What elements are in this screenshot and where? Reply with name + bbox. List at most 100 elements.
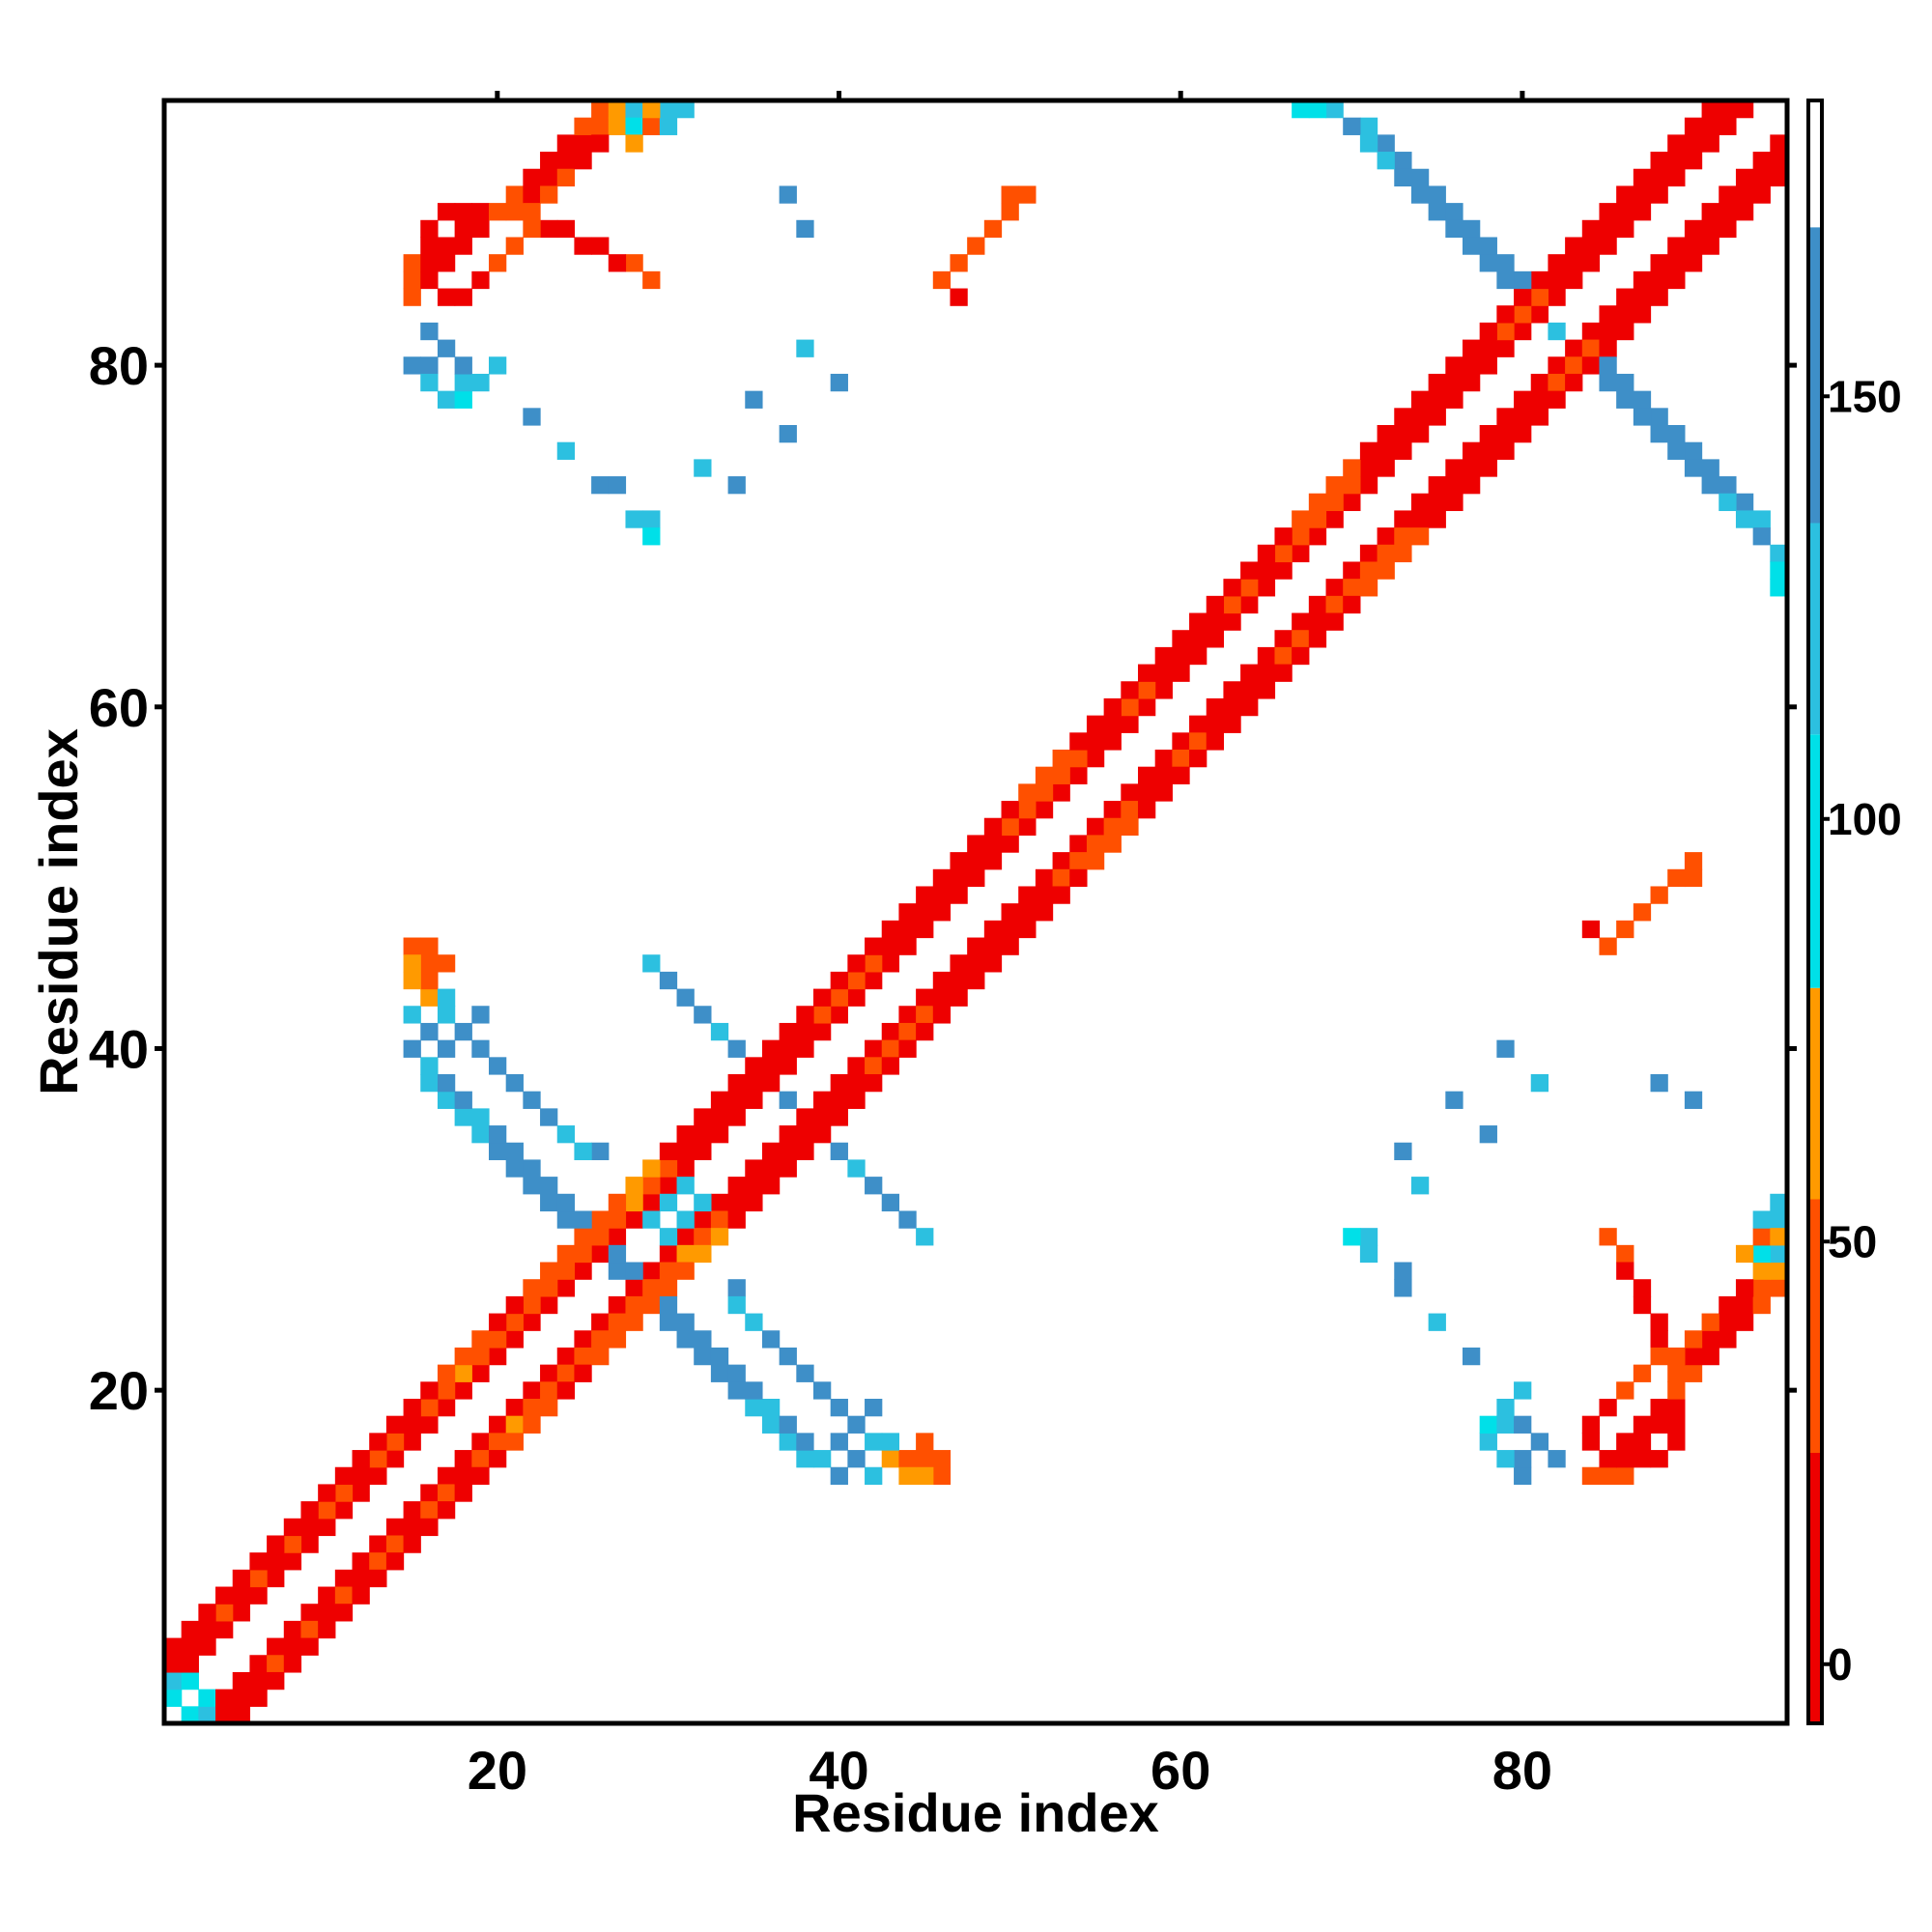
heatmap-cell <box>847 1415 866 1434</box>
x-axis-label: Residue index <box>792 1782 1159 1843</box>
heatmap-cell <box>1410 1177 1430 1195</box>
heatmap-cell <box>830 1142 848 1161</box>
heatmap-cell <box>625 1279 643 1297</box>
heatmap-cell <box>967 937 985 955</box>
heatmap-cell <box>1667 1364 1686 1382</box>
heatmap-cell <box>556 1125 576 1144</box>
heatmap-cell <box>1121 681 1139 699</box>
heatmap-cell <box>1103 801 1122 819</box>
heatmap-cell <box>1410 408 1430 426</box>
heatmap-cell <box>523 203 541 221</box>
heatmap-cell <box>1530 270 1549 290</box>
heatmap-cell <box>1496 408 1515 426</box>
heatmap-cell <box>676 1210 695 1229</box>
heatmap-cell <box>676 1159 695 1178</box>
heatmap-cell <box>1394 1142 1412 1161</box>
heatmap-cell <box>1359 459 1378 477</box>
heatmap-cell <box>1684 219 1703 239</box>
heatmap-cell <box>796 339 814 357</box>
heatmap-cell <box>1701 1330 1719 1349</box>
heatmap-cell <box>489 1125 507 1144</box>
heatmap-cell <box>916 1466 934 1486</box>
heatmap-cell <box>1684 1347 1703 1366</box>
heatmap-cell <box>761 1415 781 1434</box>
heatmap-cell <box>369 1552 387 1571</box>
heatmap-cell <box>847 971 866 990</box>
x-tick-label: 20 <box>468 1740 527 1801</box>
heatmap-cell <box>403 1433 421 1451</box>
heatmap-cell <box>1479 459 1497 477</box>
heatmap-cell <box>523 1091 541 1109</box>
heatmap-cell <box>1496 322 1515 341</box>
heatmap-cell <box>1479 1433 1497 1451</box>
heatmap-cell <box>642 117 661 135</box>
heatmap-cell <box>1650 1347 1668 1366</box>
heatmap-cell <box>1581 356 1601 375</box>
heatmap-cell <box>540 1177 558 1195</box>
heatmap-cell <box>1035 801 1054 819</box>
heatmap-cell <box>1172 630 1190 648</box>
heatmap-cell <box>745 1177 763 1195</box>
heatmap-cell <box>267 1655 285 1673</box>
heatmap-cell <box>1463 339 1481 357</box>
heatmap-cell <box>1701 117 1719 135</box>
heatmap-cell <box>1018 920 1037 939</box>
heatmap-cell <box>1581 920 1601 939</box>
heatmap-cell <box>403 270 421 290</box>
heatmap-cell <box>676 1244 695 1264</box>
heatmap-cell <box>1001 903 1019 922</box>
heatmap-cell <box>813 1022 832 1041</box>
heatmap-cell <box>676 1142 695 1161</box>
heatmap-cell <box>556 1381 576 1400</box>
heatmap-cell <box>1445 390 1463 409</box>
heatmap-cell <box>523 168 541 187</box>
heatmap-cell <box>1257 561 1276 580</box>
heatmap-cell <box>454 390 472 409</box>
heatmap-cell <box>1172 732 1190 751</box>
heatmap-cell <box>1701 100 1719 119</box>
heatmap-cell <box>932 886 952 904</box>
heatmap-cell <box>267 1569 285 1588</box>
heatmap-cell <box>1530 288 1549 306</box>
heatmap-cell <box>1463 237 1481 255</box>
heatmap-cell <box>1650 270 1668 290</box>
heatmap-cell <box>420 1022 439 1041</box>
heatmap-cell <box>540 185 558 204</box>
heatmap-cell <box>898 1450 917 1468</box>
heatmap-cell <box>1616 1262 1634 1280</box>
heatmap-cell <box>950 254 968 272</box>
heatmap-cell <box>1274 664 1293 682</box>
heatmap-cell <box>1770 152 1788 170</box>
heatmap-cell <box>1530 305 1549 324</box>
heatmap-cell <box>1514 1381 1532 1400</box>
heatmap-cell <box>898 920 917 939</box>
heatmap-cell <box>454 1466 472 1486</box>
heatmap-cell <box>334 1604 354 1622</box>
heatmap-cell <box>881 1039 900 1058</box>
heatmap-cell <box>916 1433 934 1451</box>
heatmap-cell <box>1069 750 1088 768</box>
heatmap-cell <box>1599 237 1617 255</box>
heatmap-cell <box>710 1228 729 1246</box>
heatmap-cell <box>813 1091 832 1109</box>
heatmap-cell <box>1274 561 1293 580</box>
heatmap-cell <box>1189 630 1208 648</box>
heatmap-cell <box>1138 783 1156 802</box>
heatmap-cell <box>591 100 610 119</box>
heatmap-cell <box>847 1159 866 1178</box>
heatmap-cell <box>1565 270 1583 290</box>
heatmap-cell <box>1035 886 1054 904</box>
heatmap-cell <box>334 1484 354 1502</box>
heatmap-cell <box>1172 646 1190 666</box>
heatmap-cell <box>727 1074 746 1093</box>
heatmap-cell <box>1206 630 1225 648</box>
heatmap-cell <box>574 134 592 153</box>
heatmap-cell <box>1581 339 1601 357</box>
heatmap-cell <box>1752 1279 1771 1297</box>
heatmap-cell <box>1735 1244 1754 1264</box>
heatmap-cell <box>1001 203 1019 221</box>
heatmap-cell <box>1308 595 1327 614</box>
heatmap-cell <box>676 1262 695 1280</box>
heatmap-cell <box>1633 168 1652 187</box>
heatmap-cell <box>369 1466 387 1486</box>
